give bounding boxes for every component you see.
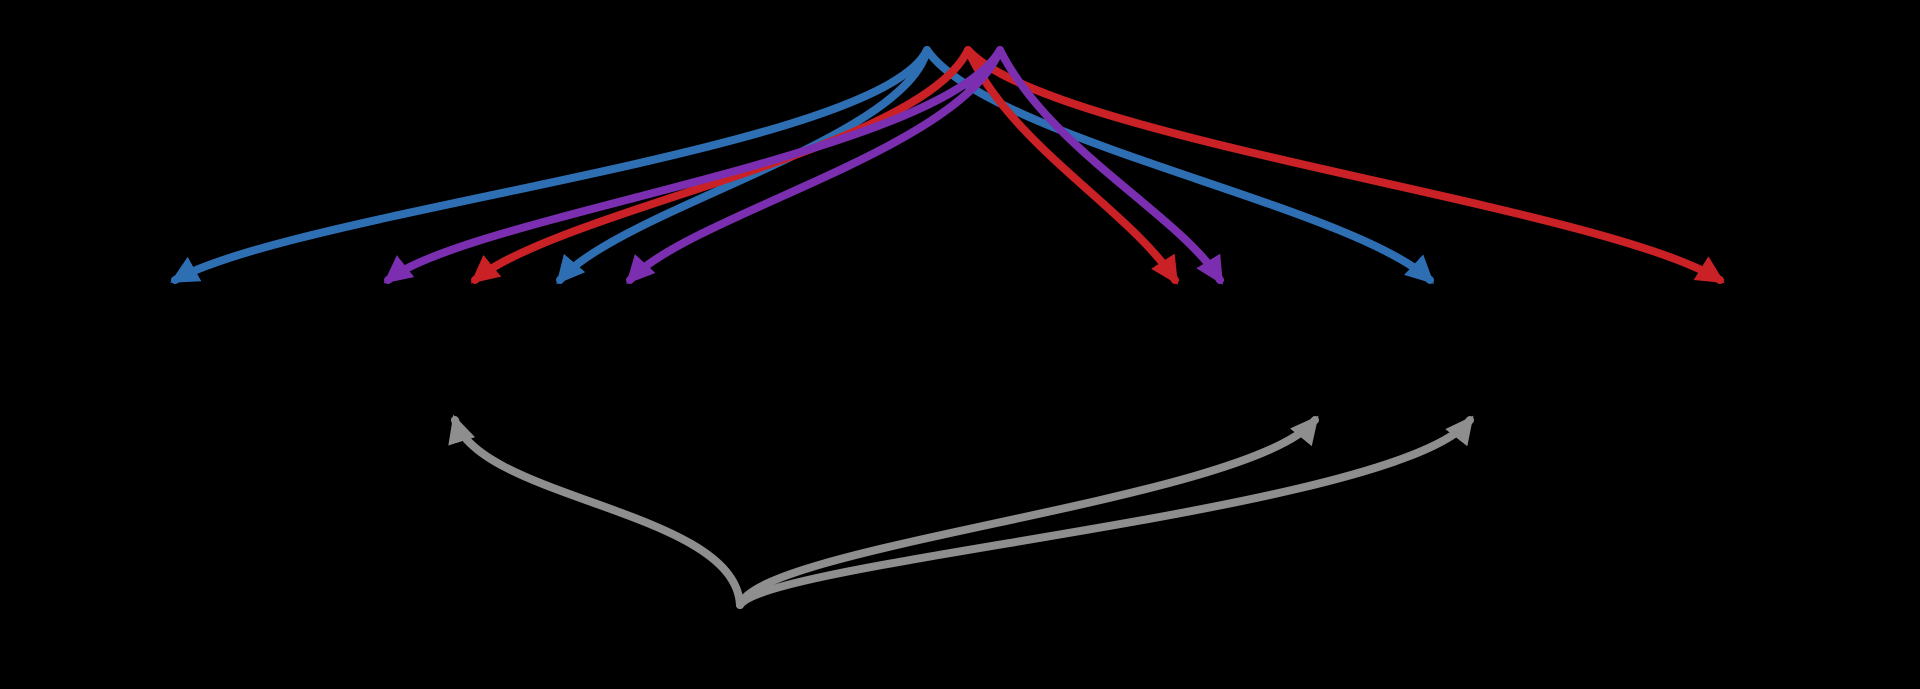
bottom-arrow: [740, 420, 1470, 605]
top-arrow-blue: [927, 50, 1430, 280]
top-arrows: [175, 50, 1720, 280]
top-arrow-red: [968, 50, 1720, 280]
bottom-arrow: [455, 420, 740, 605]
top-arrow-blue: [175, 50, 927, 280]
bottom-arrows: [455, 420, 1470, 605]
top-arrow-purple: [630, 50, 1000, 280]
arrow-diagram: [0, 0, 1920, 689]
